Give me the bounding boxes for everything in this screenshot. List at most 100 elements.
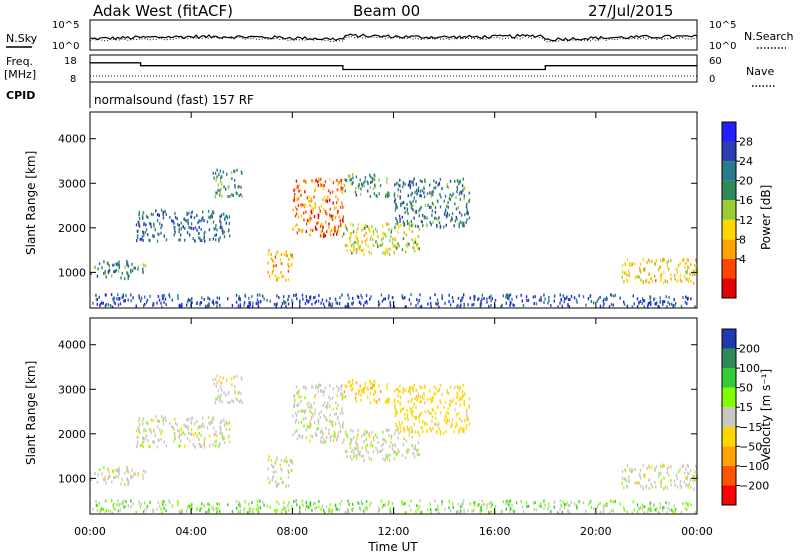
power-echo [451,212,454,216]
power-echo [329,191,332,195]
velocity-echo [207,509,210,513]
velocity-echo [293,402,296,406]
power-echo [388,228,390,232]
power-echo [162,216,165,220]
power-echo [389,247,391,251]
velocity-echo [142,422,144,426]
power-echo [660,279,662,283]
power-echo [320,183,322,187]
velocity-echo [115,474,117,478]
velocity-echo [219,425,221,429]
velocity-echo [433,385,435,389]
power-echo [292,227,294,231]
power-echo [349,231,352,235]
power-echo [387,222,390,226]
power-echo [219,219,221,223]
velocity-echo [639,468,642,472]
velocity-echo [423,397,425,401]
velocity-echo [272,465,274,469]
velocity-echo [370,386,372,390]
velocity-echo [297,434,300,438]
velocity-echo [688,483,690,487]
velocity-echo [456,391,458,395]
power-echo [142,304,145,308]
velocity-echo [382,437,384,441]
power-echo [208,302,210,306]
power-echo [623,302,626,306]
velocity-echo [223,436,225,440]
power-echo [308,217,311,221]
power-echo [324,195,326,199]
power-echo [659,274,662,278]
x-tick-label: 20:00 [580,525,612,538]
power-echo [438,305,440,309]
power-echo [174,211,176,215]
power-echo [150,212,153,216]
velocity-echo [402,443,405,447]
power-echo [625,273,628,277]
power-echo [237,185,240,189]
power-echo [127,276,129,280]
power-echo [160,301,162,305]
power-echo [478,297,480,301]
power-echo [304,205,306,209]
power-echo [188,225,190,229]
power-echo [274,255,277,259]
velocity-echo [396,452,399,456]
power-echo [385,222,388,226]
velocity-echo [641,507,643,511]
velocity-echo [191,503,193,507]
power-echo [323,184,325,188]
power-echo [402,182,405,186]
velocity-echo [397,448,399,452]
power-echo [357,239,359,243]
velocity-echo [290,460,292,464]
velocity-echo [190,432,193,436]
power-echo [234,183,236,187]
power-echo [431,201,434,205]
velocity-echo [327,401,329,405]
velocity-echo [329,397,332,401]
power-echo [326,212,328,216]
velocity-echo [360,398,362,402]
velocity-echo [684,506,687,510]
power-echo [283,301,286,305]
power-echo [682,296,684,300]
power-echo [397,188,399,192]
velocity-echo [455,402,457,406]
power-echo [179,238,181,242]
power-echo [365,243,367,247]
power-echo [647,304,649,308]
power-echo [380,238,383,242]
velocity-echo [240,391,242,395]
velocity-echo [460,505,462,509]
velocity-echo [422,419,424,423]
velocity-echo [158,419,160,423]
power-echo [280,253,283,257]
power-echo [220,176,222,180]
power-echo [412,180,414,184]
power-echo [538,298,541,302]
velocity-echo [399,423,401,427]
power-echo [357,227,359,231]
power-echo [341,293,343,297]
velocity-echo [268,455,270,459]
power-echo [370,235,372,239]
power-echo [240,193,242,197]
power-echo [575,298,578,302]
power-echo [355,175,358,179]
velocity-echo [373,398,376,402]
velocity-echo [212,443,215,447]
velocity-echo [367,451,369,455]
velocity-echo [219,386,222,390]
power-echo [317,180,319,184]
velocity-echo [358,506,361,510]
power-echo [133,266,135,270]
velocity-echo [331,396,334,400]
power-echo [647,303,649,307]
velocity-echo [208,421,210,425]
power-echo [429,296,432,300]
velocity-echo [502,500,505,504]
velocity-echo [444,400,447,404]
